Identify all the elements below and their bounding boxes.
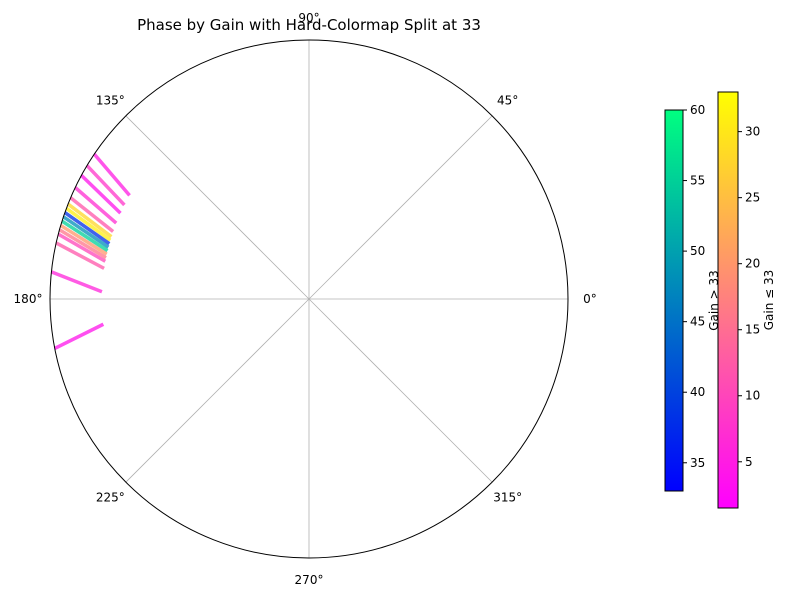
colorbar-label: Gain ≤ 33	[762, 270, 776, 331]
angle-gridline-315	[308, 298, 493, 483]
phase-segment-11	[58, 228, 107, 260]
colorbar-tick-label: 60	[690, 103, 705, 117]
angle-tick-label-270: 270°	[295, 573, 324, 587]
phase-segment-0	[92, 153, 131, 197]
colorbar-tick-label: 35	[690, 456, 705, 470]
colorbar-gradient	[717, 91, 739, 509]
colorbar-tick-label: 15	[745, 323, 760, 337]
phase-segment-5	[66, 202, 113, 239]
colorbar-tick-label: 30	[745, 125, 760, 139]
polar-frame	[49, 39, 569, 559]
phase-segment-4	[69, 196, 115, 233]
angle-gridline-135	[125, 115, 310, 300]
angle-tick-label-180: 180°	[14, 292, 43, 306]
phase-segment-6	[65, 206, 112, 242]
colorbar-tick-label: 40	[690, 385, 705, 399]
colorbar-tick-label: 25	[745, 191, 760, 205]
colorbar-tick-label: 45	[690, 315, 705, 329]
angle-gridline-45	[308, 115, 493, 300]
phase-segment-14	[50, 270, 103, 294]
phase-segment-1	[85, 164, 126, 207]
colorbar-gradient	[664, 109, 684, 492]
angle-tick-label-90: 90°	[298, 11, 319, 25]
phase-segment-15	[53, 322, 105, 350]
angle-tick-label-0: 0°	[583, 292, 597, 306]
phase-segment-9	[61, 219, 109, 253]
chart-title: Phase by Gain with Hard-Colormap Split a…	[137, 16, 481, 34]
angle-tick-label-315: 315°	[493, 491, 522, 505]
phase-segment-10	[59, 223, 108, 256]
colorbar-tick-label: 50	[690, 244, 705, 258]
polar-outer-circle	[49, 39, 569, 559]
phase-segment-2	[80, 174, 122, 215]
phase-segment-3	[74, 186, 118, 225]
polar-grid	[50, 40, 568, 558]
data-segments	[50, 153, 131, 350]
angle-tick-label-135: 135°	[96, 93, 125, 107]
angle-tick-label-225: 225°	[96, 491, 125, 505]
angle-tick-labels: 0° 45° 90° 135° 180° 225° 270° 315°	[14, 11, 597, 587]
phase-segment-8	[62, 215, 110, 249]
colorbar-tick-label: 55	[690, 174, 705, 188]
phase-segment-13	[55, 241, 105, 270]
colorbar-low: 5 10 15 20 25 30 Gain ≤ 33	[717, 91, 776, 509]
angle-gridline-225	[125, 298, 310, 483]
phase-segment-12	[57, 232, 107, 263]
colorbar-tick-label: 10	[745, 389, 760, 403]
phase-segment-7	[63, 211, 111, 246]
colorbar-tick-label: 5	[745, 455, 753, 469]
colorbar-tick-label: 20	[745, 257, 760, 271]
angle-tick-label-45: 45°	[497, 93, 518, 107]
